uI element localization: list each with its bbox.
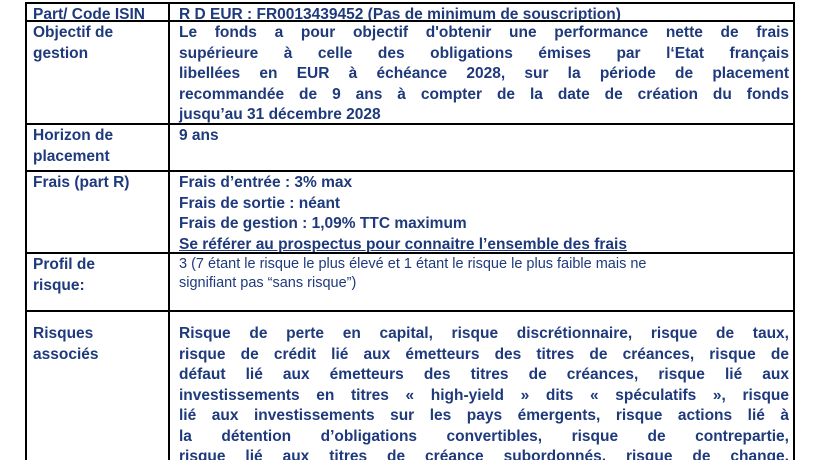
- objectif-de-gestion-label-line: gestion: [33, 44, 89, 62]
- part-code-isin-label-line: Part/ Code ISIN: [33, 6, 145, 22]
- frais-part-r-value-line: Frais de sortie : néant: [179, 194, 341, 212]
- frais-part-r-value-line: Frais d’entrée : 3% max: [179, 174, 353, 191]
- horizon-de-placement-value: 9 ans: [170, 125, 793, 170]
- risques-associes-label-line: associés: [33, 345, 99, 363]
- objectif-de-gestion-label: Objectif de gestion: [27, 22, 170, 123]
- table-row-horizon-de-placement: Horizon de placement 9 ans: [27, 125, 793, 172]
- risques-associes-value-line: investissements en titres « high-yield »…: [179, 386, 789, 404]
- objectif-de-gestion-value-line: recommandée de 9 ans à compter de la dat…: [179, 85, 789, 103]
- risques-associes-value-line: lié aux investissements sur les pays éme…: [179, 407, 789, 424]
- objectif-de-gestion-label-line: Objectif de: [33, 24, 114, 41]
- risques-associes-value: Risque de perte en capital, risque discr…: [170, 312, 793, 460]
- horizon-de-placement-label: Horizon de placement: [27, 125, 170, 170]
- profil-de-risque-label-line: Profil de: [33, 256, 96, 273]
- risques-associes-value-line: défaut lié aux émetteurs des titres de c…: [179, 366, 789, 383]
- profil-de-risque-value: 3 (7 étant le risque le plus élevé et 1 …: [170, 254, 793, 310]
- risques-associes-value-line: Risque de perte en capital, risque discr…: [179, 325, 789, 342]
- profil-de-risque-value-line: signifiant pas “sans risque”): [179, 274, 357, 291]
- part-code-isin-value: R D EUR : FR0013439452 (Pas de minimum d…: [170, 4, 793, 20]
- horizon-de-placement-label-line: Horizon de: [33, 127, 114, 144]
- frais-part-r-value-line: Se référer au prospectus pour connaitre …: [179, 235, 627, 253]
- risques-associes-value-line: risque lié aux titres de créance subordo…: [179, 448, 789, 460]
- frais-part-r-label-line: Frais (part R): [33, 174, 130, 191]
- profil-de-risque-label: Profil de risque:: [27, 254, 170, 310]
- part-code-isin-label: Part/ Code ISIN: [27, 4, 170, 20]
- table-row-frais-part-r: Frais (part R) Frais d’entrée : 3% max Fra…: [27, 172, 793, 254]
- table-row-profil-de-risque: Profil de risque: 3 (7 étant le risque le …: [27, 254, 793, 312]
- objectif-de-gestion-value-line: libellées en EUR à échéance 2028, sur la…: [179, 65, 789, 82]
- profil-de-risque-value-line: 3 (7 étant le risque le plus élevé et 1 …: [179, 256, 647, 272]
- objectif-de-gestion-value-line: jusqu’au 31 décembre 2028: [179, 106, 381, 123]
- frais-part-r-label: Frais (part R): [27, 172, 170, 252]
- horizon-de-placement-value-line: 9 ans: [179, 127, 219, 144]
- table-row-risques-associes: Risques associés Risque de perte en capita…: [27, 312, 793, 460]
- fund-info-table: Part/ Code ISIN R D EUR : FR0013439452 (P…: [25, 2, 795, 460]
- objectif-de-gestion-value: Le fonds a pour objectif d'obtenir une p…: [170, 22, 793, 123]
- profil-de-risque-label-line: risque:: [33, 276, 85, 294]
- risques-associes-value-line: la détention d’obligations convertibles,…: [179, 427, 789, 445]
- frais-part-r-value: Frais d’entrée : 3% max Frais de sortie :…: [170, 172, 793, 252]
- frais-part-r-value-line: Frais de gestion : 1,09% TTC maximum: [179, 215, 467, 232]
- objectif-de-gestion-value-line: Le fonds a pour objectif d'obtenir une p…: [179, 24, 789, 41]
- risques-associes-value-line: risque de crédit lié aux émetteurs des t…: [179, 345, 789, 363]
- part-code-isin-value-line: R D EUR : FR0013439452 (Pas de minimum d…: [179, 6, 621, 22]
- risques-associes-label: Risques associés: [27, 312, 170, 460]
- risques-associes-label-line: Risques: [33, 325, 94, 342]
- table-row-objectif-de-gestion: Objectif de gestion Le fonds a pour object…: [27, 22, 793, 125]
- objectif-de-gestion-value-line: supérieure à celle des obligations émise…: [179, 44, 789, 62]
- table-row-part-code-isin: Part/ Code ISIN R D EUR : FR0013439452 (P…: [27, 4, 793, 22]
- horizon-de-placement-label-line: placement: [33, 147, 110, 165]
